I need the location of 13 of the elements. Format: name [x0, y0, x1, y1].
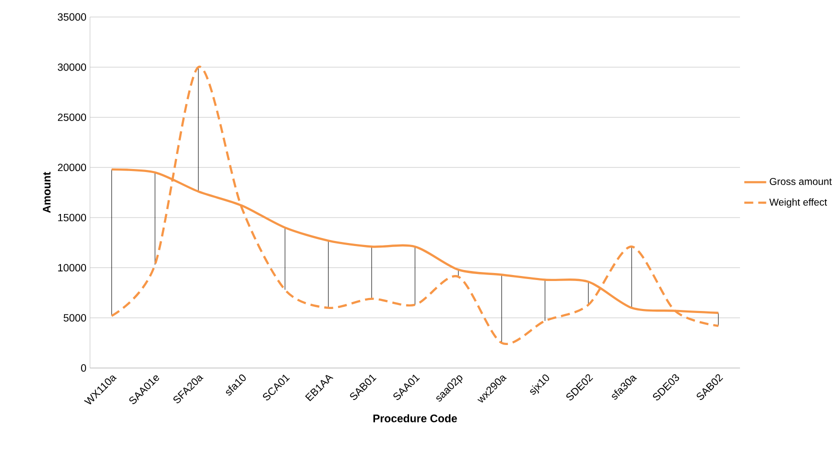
y-tick-label: 35000	[58, 13, 86, 21]
y-tick-label: 0	[81, 364, 86, 372]
y-tick-label: 10000	[58, 264, 86, 272]
legend-label: Weight effect	[769, 198, 828, 208]
legend-label: Gross amount	[770, 178, 832, 185]
x-axis-title: Procedure Code	[373, 414, 457, 422]
y-tick-label: 15000	[58, 214, 86, 222]
y-axis-title: Amount	[42, 172, 51, 213]
y-tick-label: 5000	[64, 314, 86, 322]
y-tick-label: 20000	[58, 164, 86, 172]
y-tick-label: 30000	[58, 63, 86, 71]
line-series	[110, 66, 720, 344]
y-tick-label: 25000	[58, 114, 86, 121]
